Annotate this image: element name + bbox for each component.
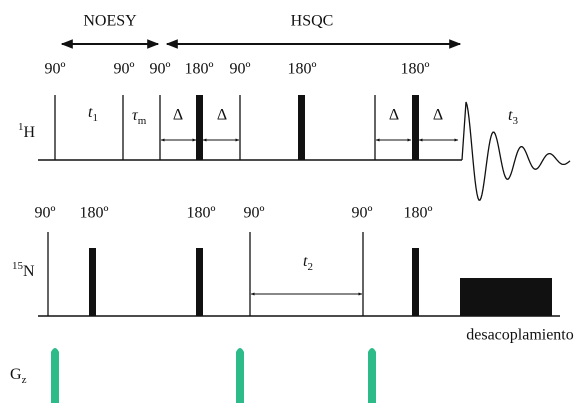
nucleus: H [24, 124, 36, 141]
pulse-label: 90º [150, 61, 171, 78]
delta-label: Δ [433, 107, 443, 124]
pulse-label: 180º [185, 61, 214, 78]
pulse-label: 180º [187, 205, 216, 222]
delay-label: t1 [88, 104, 98, 124]
channel-label: 1H [18, 121, 36, 141]
pulse-180 [412, 95, 419, 160]
symbol: τ [132, 107, 139, 124]
pulse-180 [89, 248, 96, 316]
decoupling-block [460, 278, 552, 316]
gradient-pulse [368, 348, 376, 403]
delay-label: τm [132, 107, 147, 127]
evolution-label: t2 [303, 253, 313, 273]
subscript: 1 [92, 112, 98, 124]
pulse-label: 180º [288, 61, 317, 78]
pulse-label: 90º [244, 205, 265, 222]
pulse-label: 90º [114, 61, 135, 78]
symbol: t [508, 107, 513, 124]
pulse-180 [298, 95, 305, 160]
subscript: 2 [307, 261, 313, 273]
pulse-label: 90º [352, 205, 373, 222]
pulse-label: 90º [230, 61, 251, 78]
subscript: 3 [512, 115, 518, 127]
channel-label: 15N [12, 260, 35, 280]
delta-label: Δ [217, 107, 227, 124]
isotope: 1 [18, 121, 24, 133]
pulse-180 [196, 95, 203, 160]
pulse-label: 180º [404, 205, 433, 222]
nucleus: N [23, 263, 35, 280]
section-label: HSQC [291, 13, 334, 30]
pulse-label: 180º [80, 205, 109, 222]
delta-label: Δ [173, 107, 183, 124]
channel-label: Gz [10, 366, 27, 386]
pulse-label: 180º [401, 61, 430, 78]
symbol: t [88, 104, 93, 121]
pulse-label: 90º [45, 61, 66, 78]
pulse-180 [412, 248, 419, 316]
isotope: 15 [12, 260, 24, 272]
decoupling-label: desacoplamiento [466, 327, 574, 344]
pulse-180 [196, 248, 203, 316]
pulse-label: 90º [35, 205, 56, 222]
acquisition-label: t3 [508, 107, 518, 127]
gradient-pulse [51, 348, 59, 403]
gradient-pulse [236, 348, 244, 403]
section-label: NOESY [83, 13, 137, 30]
symbol: t [303, 253, 308, 270]
subscript: z [22, 374, 27, 386]
subscript: m [138, 115, 147, 127]
delta-label: Δ [389, 107, 399, 124]
fid [461, 101, 571, 201]
symbol: G [10, 366, 22, 383]
